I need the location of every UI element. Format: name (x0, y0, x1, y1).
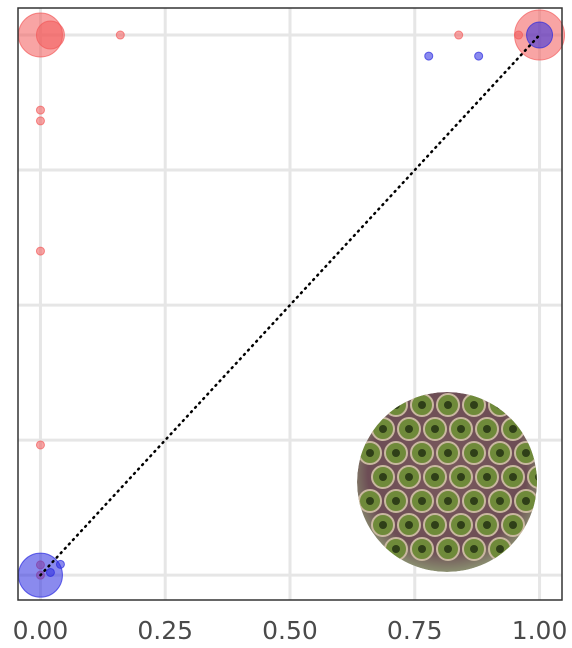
point (526, 21, 554, 49)
coral-polyp (384, 393, 408, 417)
coral-polyp-center (509, 473, 517, 481)
coral-polyp-center (444, 545, 452, 553)
coral-polyp-center (457, 473, 465, 481)
point (454, 30, 464, 40)
coral-polyp-center (392, 545, 400, 553)
coral-polyp-center (483, 473, 491, 481)
x-tick-label: 1.00 (512, 616, 568, 645)
coral-polyp (358, 393, 382, 417)
coral-polyp-center (457, 425, 465, 433)
plot-frame (17, 7, 563, 601)
coral-polyp-center (522, 449, 530, 457)
x-tick-label: 0.25 (137, 616, 193, 645)
coral-polyp-center (431, 473, 439, 481)
coral-polyp-center (522, 497, 530, 505)
point (35, 105, 45, 115)
point (115, 30, 125, 40)
coral-polyp-center (496, 497, 504, 505)
point (35, 116, 45, 126)
coral-polyp-center (392, 497, 400, 505)
coral-polyp-center (496, 401, 504, 409)
coral-polyp (514, 537, 537, 561)
coral-polyp-center (405, 473, 413, 481)
coral-polyp-center (366, 545, 374, 553)
point (35, 246, 45, 256)
coral-polyp (358, 537, 382, 561)
coral-polyp-center (418, 497, 426, 505)
coral-polyp-center (509, 425, 517, 433)
coral-polyp-center (444, 497, 452, 505)
coral-polyp-center (366, 497, 374, 505)
coral-polyp-center (496, 545, 504, 553)
point (35, 440, 45, 450)
coral-polyp-center (509, 521, 517, 529)
coral-polyp-center (379, 425, 387, 433)
point (45, 567, 55, 577)
coral-polyp-center (392, 401, 400, 409)
coral-polyp-center (405, 425, 413, 433)
coral-polyp-center (431, 521, 439, 529)
coral-polyp-center (392, 449, 400, 457)
reference-line (39, 33, 541, 577)
coral-polyp-center (418, 545, 426, 553)
coral-polyp-center (457, 521, 465, 529)
coral-polyp-center (418, 401, 426, 409)
coral-polyp (514, 393, 537, 417)
x-tick-label: 0.00 (13, 616, 69, 645)
marks (17, 9, 566, 598)
point (55, 559, 65, 569)
coral-polyp-center (483, 425, 491, 433)
coral-polyp-center (470, 401, 478, 409)
coral-polyp-center (405, 521, 413, 529)
grid (18, 8, 562, 600)
point (35, 20, 65, 50)
coral-polyp-center (379, 521, 387, 529)
coral-polyp-center (418, 449, 426, 457)
coral-polyp-center (366, 401, 374, 409)
coral-polyp-center (444, 449, 452, 457)
coral-polyp-center (496, 449, 504, 457)
coral-polyp-center (470, 497, 478, 505)
x-tick-label: 0.50 (262, 616, 318, 645)
coral-polyp (527, 465, 537, 489)
coral-polyp-center (483, 521, 491, 529)
coral-polyp-center (379, 473, 387, 481)
point (424, 51, 434, 61)
coral-photo (357, 392, 537, 572)
coral-polyp-center (431, 425, 439, 433)
coral-polyp-center (470, 449, 478, 457)
point (474, 51, 484, 61)
coral-polyp-center (522, 401, 530, 409)
coral-polyp-center (444, 401, 452, 409)
coral-polyp-center (470, 545, 478, 553)
coral-polyp (488, 393, 512, 417)
coral-polyp-center (366, 449, 374, 457)
x-tick-label: 0.75 (387, 616, 443, 645)
coral-polyp-center (522, 545, 530, 553)
